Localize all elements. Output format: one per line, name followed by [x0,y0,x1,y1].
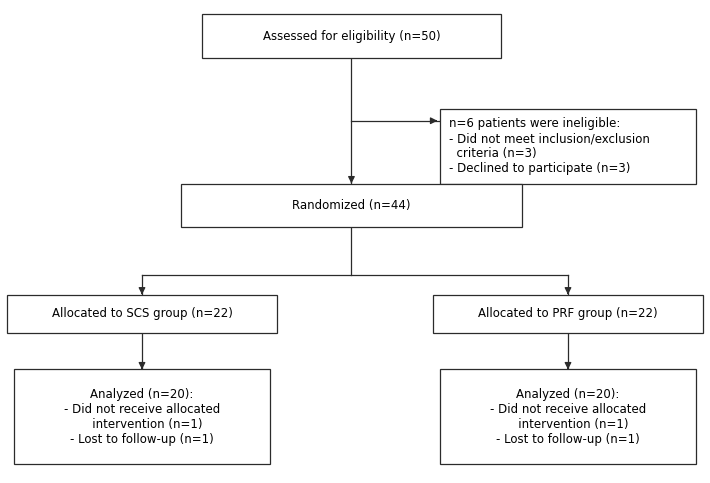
FancyBboxPatch shape [7,295,277,333]
FancyBboxPatch shape [433,295,703,333]
Text: Analyzed (n=20):
- Did not receive allocated
   intervention (n=1)
- Lost to fol: Analyzed (n=20): - Did not receive alloc… [490,387,646,446]
FancyBboxPatch shape [181,184,522,227]
Text: Allocated to SCS group (n=22): Allocated to SCS group (n=22) [52,308,232,320]
FancyBboxPatch shape [440,369,696,464]
Text: n=6 patients were ineligible:
- Did not meet inclusion/exclusion
  criteria (n=3: n=6 patients were ineligible: - Did not … [449,117,650,175]
Text: Allocated to PRF group (n=22): Allocated to PRF group (n=22) [479,308,657,320]
FancyBboxPatch shape [440,109,696,184]
Text: Randomized (n=44): Randomized (n=44) [293,199,410,212]
FancyBboxPatch shape [14,369,270,464]
FancyBboxPatch shape [202,14,501,58]
Text: Analyzed (n=20):
- Did not receive allocated
   intervention (n=1)
- Lost to fol: Analyzed (n=20): - Did not receive alloc… [64,387,220,446]
Text: Assessed for eligibility (n=50): Assessed for eligibility (n=50) [263,30,440,43]
